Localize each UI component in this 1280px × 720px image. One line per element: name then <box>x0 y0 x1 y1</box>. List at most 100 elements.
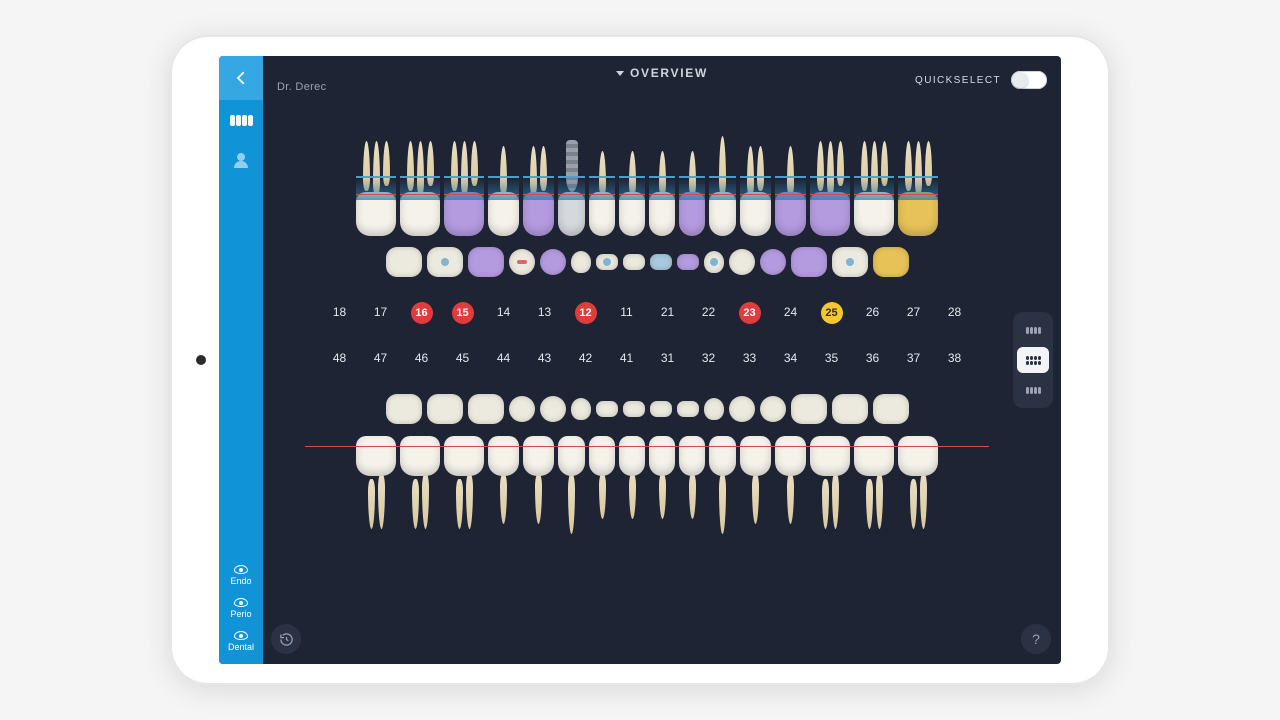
tooth-42[interactable] <box>589 436 615 476</box>
tooth-27[interactable] <box>854 192 894 236</box>
tooth-44[interactable] <box>523 436 554 476</box>
view-both-option[interactable] <box>1017 347 1049 373</box>
tooth-12-occlusal[interactable] <box>596 254 618 270</box>
tooth-18-number[interactable]: 18 <box>319 300 360 324</box>
tooth-32[interactable] <box>679 436 705 476</box>
tooth-48-number[interactable]: 48 <box>319 346 360 370</box>
tooth-24-number[interactable]: 24 <box>770 300 811 324</box>
tooth-16[interactable] <box>444 192 484 236</box>
patient-icon[interactable] <box>219 140 263 180</box>
tooth-46-number[interactable]: 46 <box>401 346 442 370</box>
history-button[interactable] <box>271 624 301 654</box>
tooth-15[interactable] <box>488 192 519 236</box>
tooth-38[interactable] <box>898 436 938 476</box>
tooth-45-number[interactable]: 45 <box>442 346 483 370</box>
tooth-26[interactable] <box>810 192 850 236</box>
tooth-31[interactable] <box>649 436 675 476</box>
tooth-25-number[interactable]: 25 <box>811 300 852 324</box>
view-lower-option[interactable] <box>1017 377 1049 403</box>
tooth-43-number[interactable]: 43 <box>524 346 565 370</box>
tooth-22[interactable] <box>679 192 705 236</box>
tooth-46-occlusal[interactable] <box>468 394 504 424</box>
tooth-44-occlusal[interactable] <box>540 396 566 422</box>
tooth-33[interactable] <box>709 436 736 476</box>
tooth-13-number[interactable]: 13 <box>524 300 565 324</box>
tooth-35-occlusal[interactable] <box>760 396 786 422</box>
tooth-47[interactable] <box>400 436 440 476</box>
tooth-13-occlusal[interactable] <box>571 251 591 273</box>
tooth-15-occlusal[interactable] <box>509 249 535 275</box>
tooth-17-number[interactable]: 17 <box>360 300 401 324</box>
tooth-48[interactable] <box>356 436 396 476</box>
tooth-38-number[interactable]: 38 <box>934 346 975 370</box>
tooth-44-number[interactable]: 44 <box>483 346 524 370</box>
tooth-47-occlusal[interactable] <box>427 394 463 424</box>
tooth-11-number[interactable]: 11 <box>606 300 647 324</box>
tooth-27-occlusal[interactable] <box>832 247 868 277</box>
tooth-41-number[interactable]: 41 <box>606 346 647 370</box>
tooth-36-number[interactable]: 36 <box>852 346 893 370</box>
tooth-32-occlusal[interactable] <box>677 401 699 417</box>
tooth-43[interactable] <box>558 436 585 476</box>
tooth-34-occlusal[interactable] <box>729 396 755 422</box>
tooth-27-number[interactable]: 27 <box>893 300 934 324</box>
tooth-37-number[interactable]: 37 <box>893 346 934 370</box>
tooth-24-occlusal[interactable] <box>729 249 755 275</box>
tooth-18-occlusal[interactable] <box>386 247 422 277</box>
endo-toggle[interactable]: Endo <box>228 559 254 592</box>
tooth-41[interactable] <box>619 436 645 476</box>
tooth-37[interactable] <box>854 436 894 476</box>
tooth-28-number[interactable]: 28 <box>934 300 975 324</box>
view-title-dropdown[interactable]: OVERVIEW <box>616 66 708 80</box>
tooth-14[interactable] <box>523 192 554 236</box>
tooth-32-number[interactable]: 32 <box>688 346 729 370</box>
tooth-28-occlusal[interactable] <box>873 247 909 277</box>
tooth-25-occlusal[interactable] <box>760 249 786 275</box>
view-upper-option[interactable] <box>1017 317 1049 343</box>
tooth-41-occlusal[interactable] <box>623 401 645 417</box>
tooth-24[interactable] <box>740 192 771 236</box>
tooth-31-occlusal[interactable] <box>650 401 672 417</box>
tooth-48-occlusal[interactable] <box>386 394 422 424</box>
quickselect-switch[interactable] <box>1011 71 1047 89</box>
tooth-42-occlusal[interactable] <box>596 401 618 417</box>
tooth-11-occlusal[interactable] <box>623 254 645 270</box>
tooth-36-occlusal[interactable] <box>791 394 827 424</box>
tooth-35-number[interactable]: 35 <box>811 346 852 370</box>
tooth-23[interactable] <box>709 192 736 236</box>
tooth-35[interactable] <box>775 436 806 476</box>
help-button[interactable]: ? <box>1021 624 1051 654</box>
tooth-33-occlusal[interactable] <box>704 398 724 420</box>
tooth-36[interactable] <box>810 436 850 476</box>
dental-toggle[interactable]: Dental <box>228 625 254 658</box>
tooth-33-number[interactable]: 33 <box>729 346 770 370</box>
tooth-26-number[interactable]: 26 <box>852 300 893 324</box>
teeth-chart-icon[interactable] <box>219 100 263 140</box>
tooth-16-occlusal[interactable] <box>468 247 504 277</box>
tooth-12-number[interactable]: 12 <box>565 300 606 324</box>
tooth-34[interactable] <box>740 436 771 476</box>
tooth-21-occlusal[interactable] <box>650 254 672 270</box>
tooth-12[interactable] <box>589 192 615 236</box>
tooth-21[interactable] <box>649 192 675 236</box>
tooth-37-occlusal[interactable] <box>832 394 868 424</box>
tooth-15-number[interactable]: 15 <box>442 300 483 324</box>
perio-toggle[interactable]: Perio <box>228 592 254 625</box>
tooth-22-number[interactable]: 22 <box>688 300 729 324</box>
back-button[interactable] <box>219 56 263 100</box>
tooth-17[interactable] <box>400 192 440 236</box>
tooth-21-number[interactable]: 21 <box>647 300 688 324</box>
tooth-42-number[interactable]: 42 <box>565 346 606 370</box>
tablet-home-button[interactable] <box>196 355 206 365</box>
tooth-16-number[interactable]: 16 <box>401 300 442 324</box>
tooth-14-number[interactable]: 14 <box>483 300 524 324</box>
tooth-38-occlusal[interactable] <box>873 394 909 424</box>
tooth-22-occlusal[interactable] <box>677 254 699 270</box>
tooth-46[interactable] <box>444 436 484 476</box>
tooth-17-occlusal[interactable] <box>427 247 463 277</box>
tooth-25[interactable] <box>775 192 806 236</box>
tooth-34-number[interactable]: 34 <box>770 346 811 370</box>
tooth-45-occlusal[interactable] <box>509 396 535 422</box>
tooth-23-occlusal[interactable] <box>704 251 724 273</box>
tooth-28[interactable] <box>898 192 938 236</box>
